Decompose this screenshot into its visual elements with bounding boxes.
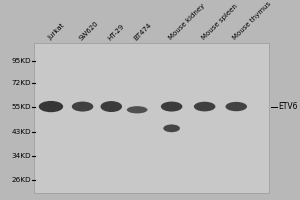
Text: 34KD: 34KD	[11, 153, 31, 159]
Text: 26KD: 26KD	[11, 177, 31, 183]
Text: HT-29: HT-29	[107, 23, 126, 41]
Text: 72KD: 72KD	[11, 80, 31, 86]
Ellipse shape	[72, 102, 93, 112]
Text: Mouse kidney: Mouse kidney	[167, 3, 206, 41]
Text: Mouse thymus: Mouse thymus	[232, 1, 272, 41]
Ellipse shape	[226, 102, 247, 111]
Ellipse shape	[194, 102, 215, 111]
Ellipse shape	[100, 101, 122, 112]
Text: 43KD: 43KD	[11, 129, 31, 135]
Text: BT474: BT474	[133, 21, 153, 41]
Bar	[34, 43, 269, 193]
Text: 55KD: 55KD	[11, 104, 31, 110]
Text: Jurkat: Jurkat	[47, 23, 65, 41]
Ellipse shape	[39, 101, 63, 112]
Text: 95KD: 95KD	[11, 58, 31, 64]
Text: Mouse spleen: Mouse spleen	[200, 3, 238, 41]
Text: SW620: SW620	[78, 20, 100, 41]
Ellipse shape	[163, 124, 180, 132]
Ellipse shape	[127, 106, 148, 113]
Ellipse shape	[161, 102, 182, 112]
Text: ETV6: ETV6	[278, 102, 297, 111]
